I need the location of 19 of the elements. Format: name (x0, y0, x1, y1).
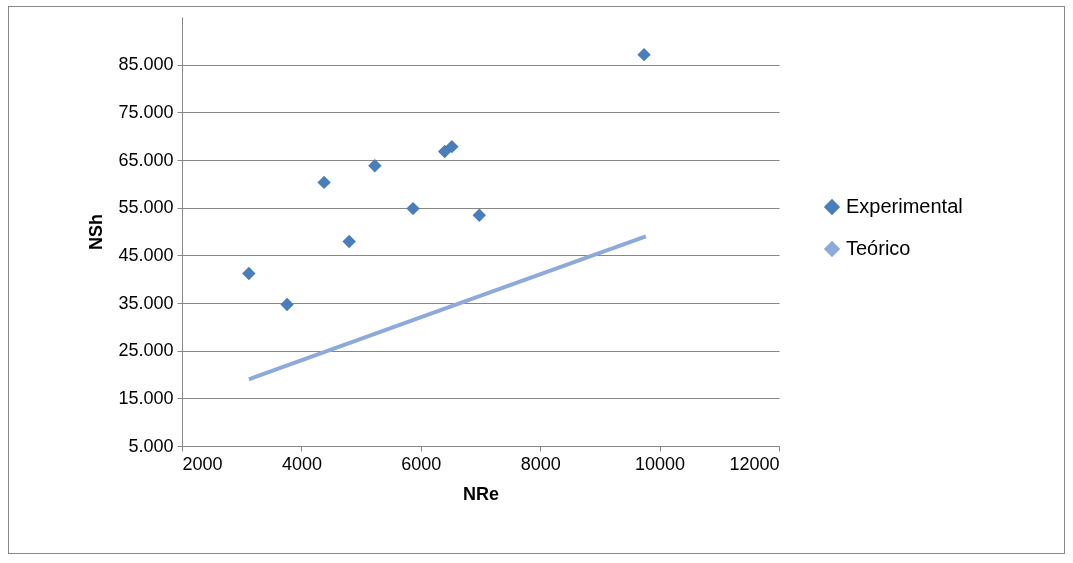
x-tick-label: 8000 (520, 453, 561, 474)
x-tick-label: 10000 (635, 453, 686, 474)
y-tick-label: 45.000 (118, 244, 174, 265)
y-tick-label: 55.000 (118, 197, 174, 218)
x-tick-label: 4000 (281, 453, 322, 474)
x-axis-title: NRe (462, 483, 500, 504)
y-axis-title: NSh (86, 214, 107, 250)
legend-label: Teórico (846, 237, 911, 259)
y-tick-label: 85.000 (118, 54, 174, 75)
x-tick-label: 6000 (401, 453, 442, 474)
y-tick-label: 25.000 (118, 340, 174, 361)
y-tick-label: 5.000 (128, 435, 174, 456)
y-tick-label: 65.000 (118, 149, 174, 170)
legend-label: Experimental (846, 195, 963, 217)
x-tick-label: 12000 (729, 453, 780, 474)
y-tick-label: 15.000 (118, 387, 174, 408)
y-tick-label: 75.000 (118, 101, 174, 122)
y-tick-label: 35.000 (118, 292, 174, 313)
x-tick-label: 2000 (182, 453, 223, 474)
